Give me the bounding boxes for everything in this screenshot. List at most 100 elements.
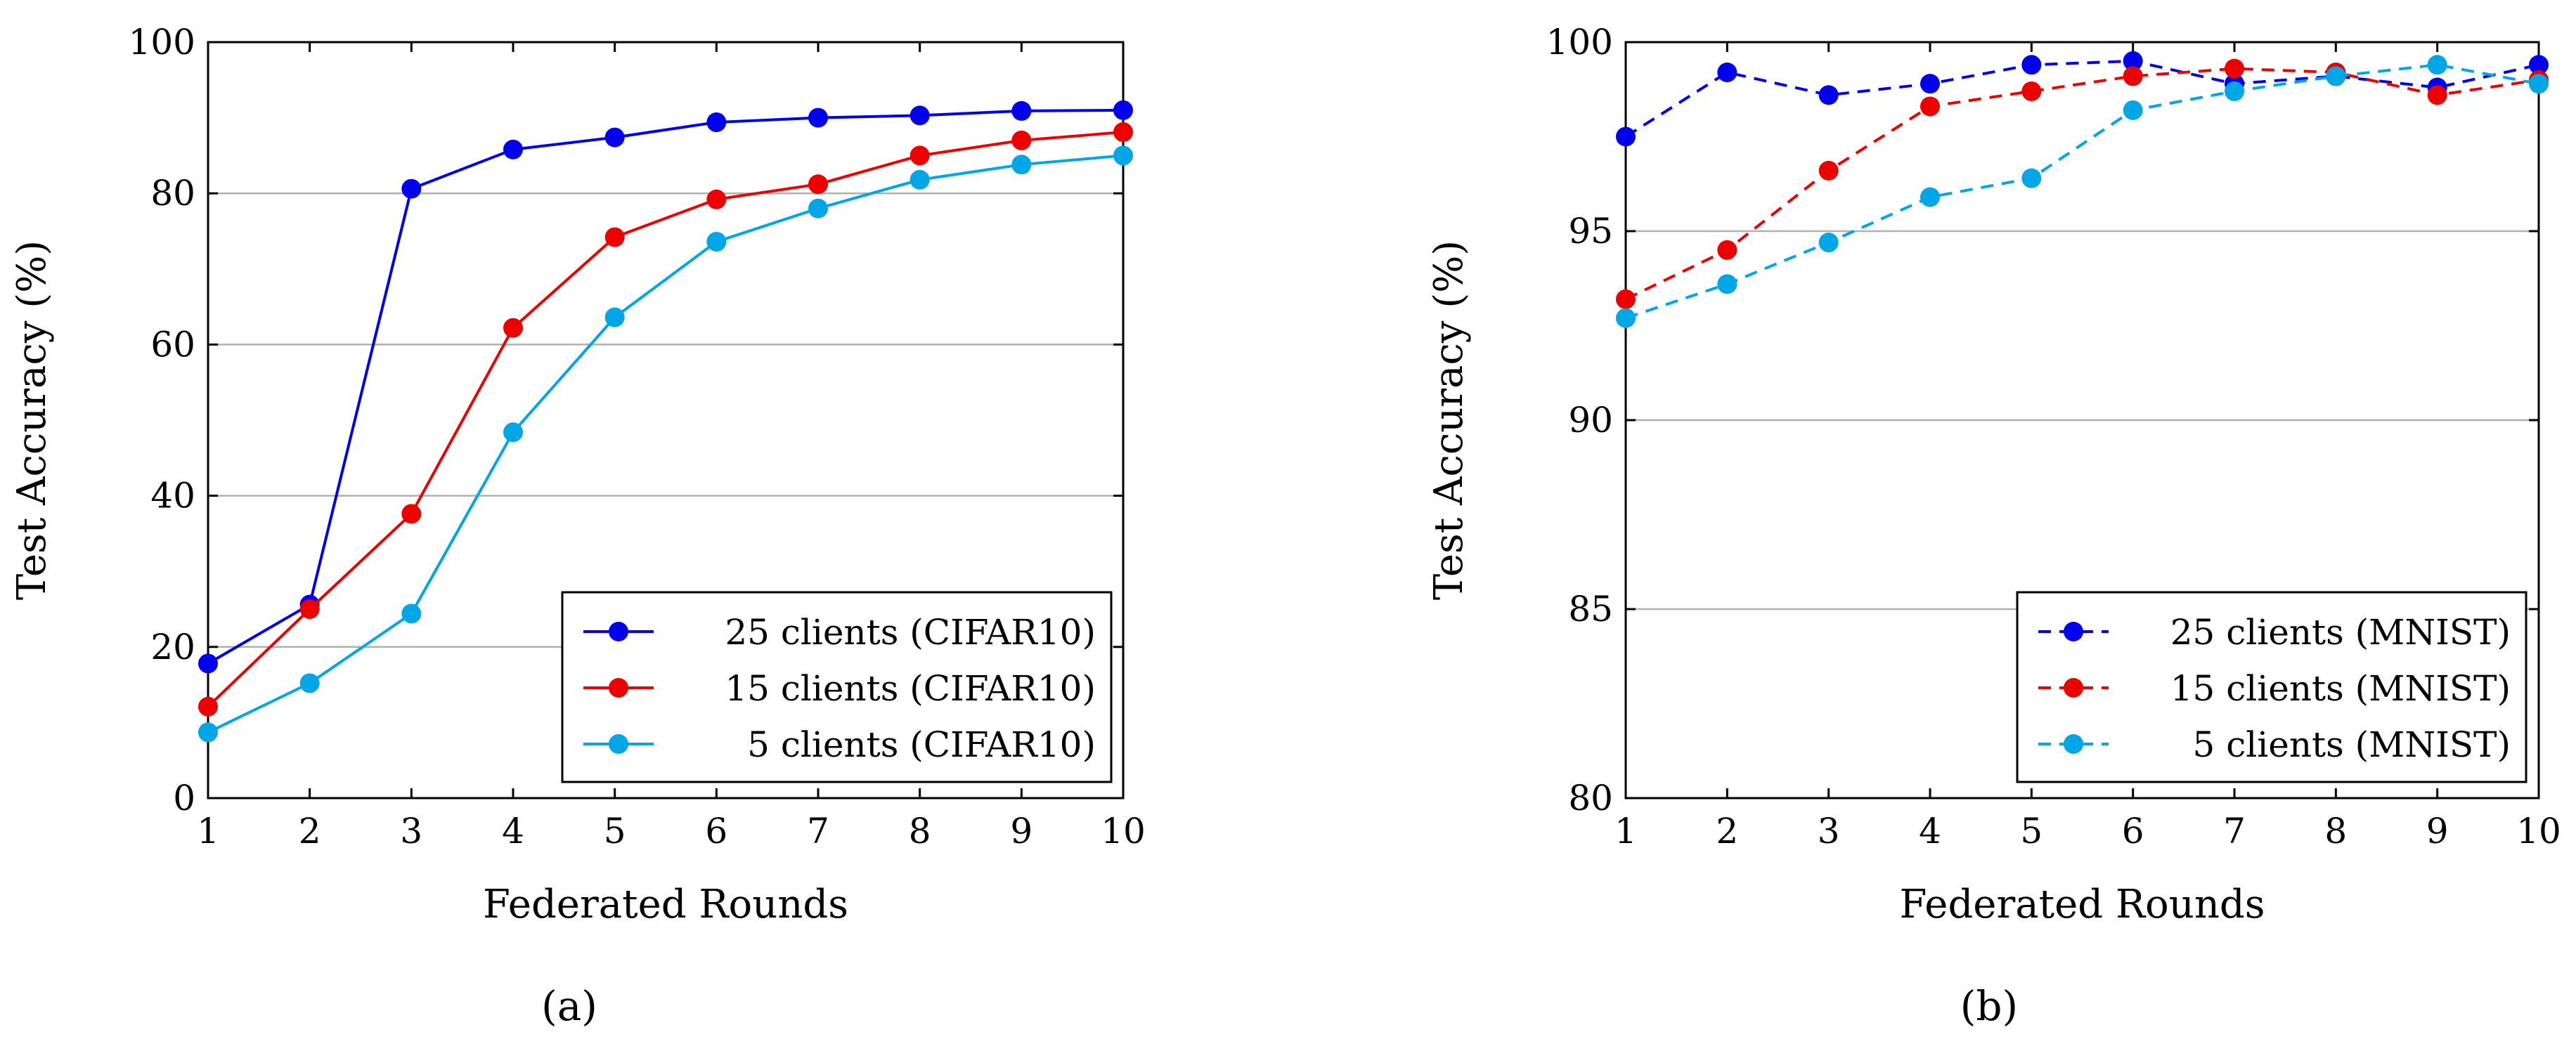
data-point <box>604 307 625 327</box>
data-point <box>910 145 930 166</box>
data-point <box>808 198 828 218</box>
data-point <box>1920 187 1940 207</box>
data-point <box>1717 274 1737 294</box>
data-point <box>2021 168 2042 188</box>
data-point <box>706 232 727 252</box>
series-line <box>1625 67 2539 301</box>
data-point <box>2427 85 2447 105</box>
x-tick-label: 8 <box>909 811 931 851</box>
legend-box <box>561 591 1113 783</box>
y-tick-label: 0 <box>173 778 195 818</box>
data-point <box>198 696 218 717</box>
y-tick-label: 90 <box>1568 400 1613 441</box>
data-point <box>2529 55 2549 75</box>
data-point <box>1113 122 1133 143</box>
data-point <box>1818 85 1839 105</box>
x-tick-label: 10 <box>2516 811 2561 851</box>
data-point <box>503 139 523 159</box>
data-point <box>604 127 625 148</box>
y-axis-title: Test Accuracy (%) <box>1426 240 1472 600</box>
data-point <box>198 722 218 743</box>
panel-a: 0 20 40 60 80 100 1 2 3 4 5 6 7 8 9 10 Federated Rounds T… <box>9 22 1146 1030</box>
x-tick-label: 3 <box>1818 811 1840 851</box>
series-line <box>1624 59 2539 138</box>
data-point <box>1616 308 1636 328</box>
data-point <box>2021 55 2042 75</box>
data-point <box>706 112 727 133</box>
x-tick-label: 1 <box>197 811 219 851</box>
data-point <box>2123 66 2143 86</box>
data-point <box>1818 160 1839 181</box>
data-point <box>1920 74 1940 94</box>
y-tick-label: 100 <box>129 22 195 63</box>
series-line <box>207 154 1124 734</box>
panel-b: 80 85 90 95 100 1 2 3 4 5 6 7 8 9 10 Federated Rounds Te… <box>1426 22 2561 1030</box>
x-tick-label: 7 <box>807 811 829 851</box>
data-point <box>1113 100 1133 120</box>
y-tick-label: 40 <box>150 476 195 516</box>
x-tick-label: 1 <box>1614 811 1637 851</box>
data-point <box>1616 126 1636 147</box>
data-point <box>2225 58 2244 79</box>
data-point <box>299 599 320 619</box>
x-tick-label: 9 <box>1010 811 1033 851</box>
data-point <box>2427 55 2447 75</box>
data-point <box>706 189 727 209</box>
x-tick-label: 5 <box>604 811 626 851</box>
data-point <box>299 673 320 693</box>
x-axis-title: Federated Rounds <box>1900 882 2265 927</box>
data-point <box>910 169 930 190</box>
data-point <box>2326 66 2346 86</box>
x-tick-label: 5 <box>2020 811 2043 851</box>
data-point <box>2225 81 2244 101</box>
data-point <box>503 422 523 443</box>
data-point <box>2123 51 2143 71</box>
series-line <box>207 131 1124 708</box>
y-tick-label: 60 <box>150 324 195 365</box>
data-point <box>401 178 422 199</box>
legend-label: 15 clients (CIFAR10) <box>725 668 1096 709</box>
y-tick-label: 100 <box>1546 22 1613 63</box>
data-point <box>503 318 523 338</box>
data-point <box>604 227 625 247</box>
data-point <box>401 603 422 624</box>
data-point <box>1113 145 1133 166</box>
legend-label: 15 clients (MNIST) <box>2170 668 2511 709</box>
x-tick-label: 10 <box>1101 811 1146 851</box>
y-tick-label: 85 <box>1568 589 1613 629</box>
x-tick-label: 6 <box>705 811 727 851</box>
data-point <box>198 653 218 674</box>
x-tick-label: 9 <box>2426 811 2449 851</box>
panel-label: (a) <box>541 982 597 1030</box>
legend-label: 5 clients (CIFAR10) <box>747 724 1096 765</box>
x-axis-title: Federated Rounds <box>483 882 848 927</box>
x-tick-label: 6 <box>2122 811 2144 851</box>
y-tick-label: 80 <box>150 173 195 214</box>
series-line <box>1625 63 2539 320</box>
legend-label: 25 clients (MNIST) <box>2170 612 2511 653</box>
data-point <box>1717 63 1737 83</box>
panel-label: (b) <box>1960 982 2018 1030</box>
series-line <box>207 108 1124 665</box>
data-point <box>1011 155 1032 175</box>
x-tick-label: 7 <box>2223 811 2246 851</box>
data-point <box>2021 81 2042 101</box>
x-tick-label: 2 <box>299 811 321 851</box>
legend-marker <box>609 678 628 698</box>
plot-frame <box>207 41 1125 800</box>
data-point <box>910 105 930 126</box>
data-point <box>1616 289 1636 309</box>
x-tick-label: 8 <box>2324 811 2347 851</box>
data-point <box>808 174 828 195</box>
data-point <box>401 504 422 524</box>
legend-marker <box>2064 734 2083 754</box>
x-tick-label: 3 <box>400 811 422 851</box>
legend-marker <box>2064 622 2083 641</box>
data-point <box>2123 100 2143 120</box>
legend-label: 25 clients (CIFAR10) <box>725 612 1096 653</box>
data-point <box>1818 233 1839 253</box>
x-tick-label: 2 <box>1716 811 1738 851</box>
y-tick-label: 80 <box>1568 778 1613 818</box>
legend-marker <box>2064 678 2083 698</box>
